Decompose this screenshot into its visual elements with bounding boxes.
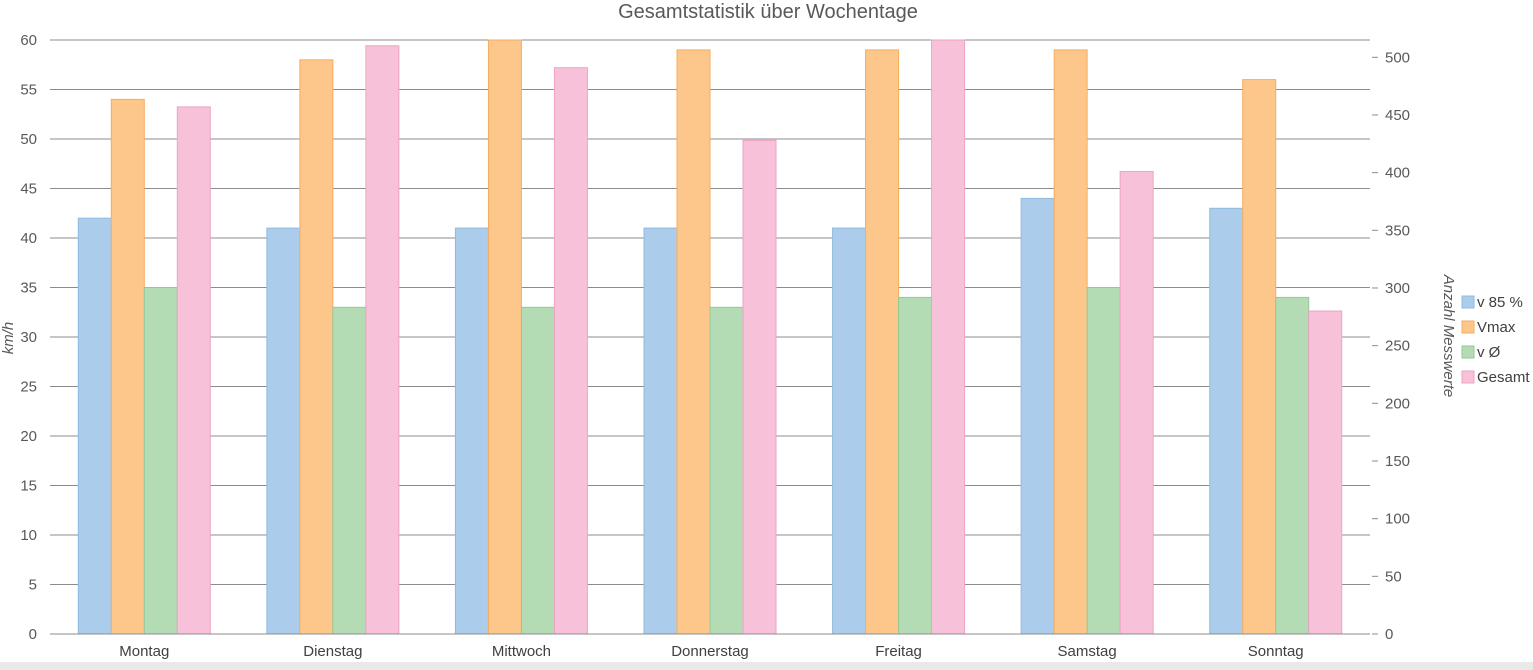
y-tick-label: 30 <box>20 329 37 346</box>
bar <box>865 49 900 635</box>
legend: v 85 % Vmax v Ø Gesamt <box>1461 294 1530 386</box>
category-axis: Montag Dienstag Mittwoch Donnerstag Freitag S… <box>50 633 1370 660</box>
y2-tick-label: 350 <box>1385 222 1410 239</box>
legend-label: v Ø <box>1477 344 1501 361</box>
y2-tick-label: 450 <box>1385 107 1410 124</box>
legend-swatch <box>1461 370 1475 384</box>
bar <box>1053 49 1088 635</box>
x-tick-label: Samstag <box>1058 643 1117 660</box>
legend-swatch <box>1461 345 1475 359</box>
y-tick-label: 55 <box>20 82 37 99</box>
chart-title: Gesamtstatistik über Wochentage <box>618 1 918 23</box>
bar <box>299 59 334 635</box>
y2-tick-label: 400 <box>1385 165 1410 182</box>
bar <box>1086 287 1121 635</box>
bar <box>143 287 178 635</box>
bar <box>454 227 489 635</box>
y2-tick-label: 200 <box>1385 395 1410 412</box>
x-tick-label: Freitag <box>875 643 922 660</box>
bar <box>553 67 588 635</box>
legend-swatch <box>1461 320 1475 334</box>
y2-axis-title: Anzahl Messwerte <box>1440 274 1457 398</box>
bar <box>365 45 400 635</box>
bar <box>676 49 711 635</box>
bar <box>1119 170 1154 635</box>
y-tick-label: 15 <box>20 478 37 495</box>
y-tick-label: 50 <box>20 131 37 148</box>
bar <box>898 296 933 635</box>
bar <box>832 227 867 635</box>
x-tick-label: Montag <box>119 643 169 660</box>
left-axis: 0 5 10 15 20 25 30 35 40 45 50 55 60 <box>20 32 37 643</box>
bar <box>709 306 744 635</box>
y-tick-label: 0 <box>29 626 37 643</box>
bar <box>332 306 367 635</box>
y2-tick-label: 0 <box>1385 626 1393 643</box>
bar <box>931 39 966 635</box>
bar <box>487 39 522 635</box>
y-tick-label: 35 <box>20 280 37 297</box>
bar <box>1020 197 1055 635</box>
legend-label: v 85 % <box>1477 294 1523 311</box>
y2-tick-label: 500 <box>1385 49 1410 66</box>
y-tick-label: 10 <box>20 527 37 544</box>
bar <box>110 98 145 635</box>
y-axis-title: km/h <box>0 322 17 355</box>
x-tick-label: Dienstag <box>303 643 362 660</box>
y2-tick-label: 50 <box>1385 568 1402 585</box>
legend-label: Gesamt <box>1477 369 1530 386</box>
y-tick-label: 45 <box>20 181 37 198</box>
bar <box>77 217 112 635</box>
legend-swatch <box>1461 295 1475 309</box>
bar <box>520 306 555 635</box>
legend-label: Vmax <box>1477 319 1516 336</box>
bar <box>742 139 777 635</box>
y-tick-label: 40 <box>20 230 37 247</box>
right-axis: 0 50 100 150 200 250 300 350 400 450 500 <box>1372 49 1410 643</box>
y2-tick-label: 150 <box>1385 453 1410 470</box>
bar <box>643 227 678 635</box>
bottom-strip <box>0 662 1533 670</box>
bars <box>77 39 1343 635</box>
bar <box>176 106 211 635</box>
y2-tick-label: 250 <box>1385 338 1410 355</box>
bar <box>1242 79 1277 635</box>
x-tick-label: Sonntag <box>1248 643 1304 660</box>
y2-tick-label: 100 <box>1385 511 1410 528</box>
y-tick-label: 5 <box>29 577 37 594</box>
y-tick-label: 20 <box>20 428 37 445</box>
y-tick-label: 60 <box>20 32 37 49</box>
bar <box>266 227 301 635</box>
bar <box>1308 310 1343 635</box>
bar <box>1275 296 1310 635</box>
y-tick-label: 25 <box>20 379 37 396</box>
x-tick-label: Mittwoch <box>492 643 551 660</box>
bar <box>1209 207 1244 635</box>
y2-tick-label: 300 <box>1385 280 1410 297</box>
x-tick-label: Donnerstag <box>671 643 749 660</box>
